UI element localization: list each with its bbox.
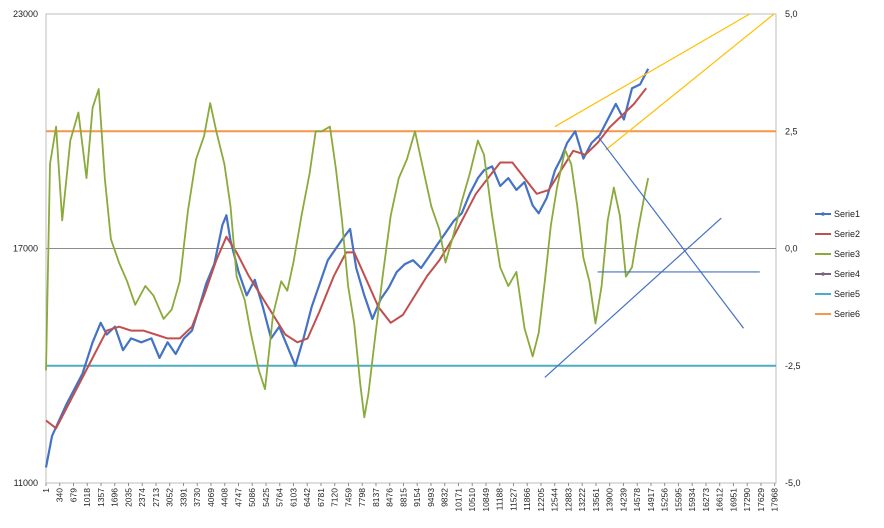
x-tick-label: 2374 — [137, 488, 147, 507]
legend-item: Serie3 — [815, 249, 860, 259]
x-tick-label: 14917 — [646, 488, 656, 512]
x-tick-label: 10510 — [467, 488, 477, 512]
x-tick-label: 15595 — [673, 488, 683, 512]
y-right-tick-label: -2,5 — [785, 361, 801, 371]
x-tick-label: 6103 — [288, 488, 298, 507]
x-tick-label: 4408 — [220, 488, 230, 507]
x-tick-label: 16612 — [715, 488, 725, 512]
trend-line — [554, 13, 750, 128]
series-line-serie1 — [44, 68, 650, 468]
x-tick-label: 1357 — [96, 488, 106, 507]
x-tick-label: 8815 — [398, 488, 408, 507]
legend-marker — [821, 272, 825, 276]
x-tick-label: 7798 — [357, 488, 367, 507]
x-tick-label: 17290 — [742, 488, 752, 512]
axes: 11000 17000 23000 -5,0 -2,5 0,0 2,5 5,0 1 340 679 1… — [13, 9, 801, 512]
legend-item: Serie6 — [815, 309, 860, 319]
trend-line — [544, 217, 722, 378]
x-tick-label: 5086 — [247, 488, 257, 507]
x-tick-label: 679 — [68, 488, 78, 502]
trend-line — [605, 13, 775, 151]
reference-lines — [46, 130, 776, 367]
y-right-tick-label: 5,0 — [785, 9, 798, 19]
x-tick-label: 13222 — [577, 488, 587, 512]
x-tick-label: 9832 — [440, 488, 450, 507]
x-tick-label: 14578 — [632, 488, 642, 512]
x-tick-label: 11188 — [495, 488, 505, 511]
x-tick-label: 16273 — [701, 488, 711, 512]
x-tick-label: 8476 — [385, 488, 395, 507]
legend-label: Serie4 — [834, 269, 860, 279]
y-right-tick-label: 2,5 — [785, 126, 798, 136]
x-tick-label: 14239 — [618, 488, 628, 512]
x-tick-label: 1018 — [82, 488, 92, 507]
legend-label: Serie3 — [834, 249, 860, 259]
x-tick-label: 10849 — [481, 488, 491, 512]
x-tick-label: 12544 — [550, 488, 560, 512]
x-tick-label: 1 — [41, 488, 51, 493]
x-tick-label: 4069 — [206, 488, 216, 507]
legend: Serie1 Serie2 Serie3 Serie4 Serie5 Serie6 — [815, 209, 860, 319]
x-tick-label: 12883 — [563, 488, 573, 512]
x-tick-label: 9493 — [426, 488, 436, 507]
legend-item: Serie2 — [815, 229, 860, 239]
x-tick-label: 10171 — [453, 488, 463, 512]
legend-label: Serie6 — [834, 309, 860, 319]
y-right-tick-label: -5,0 — [785, 478, 801, 488]
x-tick-label: 12205 — [536, 488, 546, 512]
y-left-tick-label: 23000 — [13, 9, 38, 19]
x-tick-label: 340 — [55, 488, 65, 502]
x-tick-label: 15934 — [687, 488, 697, 512]
x-tick-label: 1696 — [110, 488, 120, 507]
x-tick-label: 11866 — [522, 488, 532, 511]
series-lines — [44, 68, 650, 468]
legend-marker — [821, 212, 825, 216]
x-tick-label: 17968 — [770, 488, 780, 512]
x-tick-label: 2035 — [123, 488, 133, 507]
x-tick-label: 5425 — [261, 488, 271, 507]
x-tick-label: 5764 — [275, 488, 285, 507]
x-tick-label: 7459 — [343, 488, 353, 507]
x-tick-label: 9154 — [412, 488, 422, 507]
x-tick-label: 11527 — [508, 488, 518, 511]
legend-item: Serie5 — [815, 289, 860, 299]
x-tick-label: 2713 — [151, 488, 161, 507]
x-tick-label: 13561 — [591, 488, 601, 512]
x-tick-label: 6781 — [316, 488, 326, 507]
x-tick-label: 4747 — [233, 488, 243, 507]
x-tick-label: 17629 — [756, 488, 766, 512]
x-tick-label: 8137 — [371, 488, 381, 507]
x-tick-label: 16951 — [728, 488, 738, 512]
x-tick-label: 3391 — [178, 488, 188, 507]
x-tick-label: 15256 — [660, 488, 670, 512]
legend-label: Serie1 — [834, 209, 860, 219]
trend-annotations — [544, 13, 775, 378]
x-tick-label: 13900 — [605, 488, 615, 512]
legend-label: Serie2 — [834, 229, 860, 239]
trend-line — [597, 135, 745, 329]
x-tick-label: 6442 — [302, 488, 312, 507]
y-right-tick-label: 0,0 — [785, 244, 798, 254]
legend-label: Serie5 — [834, 289, 860, 299]
x-tick-label: 3730 — [192, 488, 202, 507]
y-left-tick-label: 11000 — [14, 478, 38, 488]
legend-item: Serie1 — [815, 209, 860, 219]
x-tick-label: 7120 — [330, 488, 340, 507]
series-line-serie2 — [45, 87, 647, 430]
x-tick-label: 3052 — [165, 488, 175, 507]
y-left-tick-label: 17000 — [13, 244, 38, 254]
series-line-serie3 — [45, 88, 650, 419]
legend-item: Serie4 — [815, 269, 860, 279]
